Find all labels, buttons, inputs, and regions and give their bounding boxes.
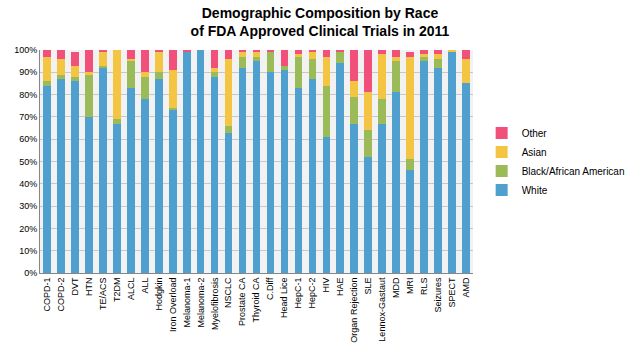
svg-text:Thyroid CA: Thyroid CA [251, 278, 261, 323]
svg-text:40%: 40% [19, 179, 37, 189]
svg-text:RLS: RLS [419, 278, 429, 296]
svg-text:White: White [522, 185, 548, 196]
svg-text:80%: 80% [19, 90, 37, 100]
svg-text:Asian: Asian [522, 147, 547, 158]
svg-text:AMD: AMD [461, 277, 471, 298]
svg-text:Other: Other [522, 128, 548, 139]
svg-text:Seizures: Seizures [433, 277, 443, 313]
svg-text:DVT: DVT [70, 277, 80, 296]
svg-text:HepC-1: HepC-1 [293, 278, 303, 309]
svg-text:0%: 0% [24, 268, 37, 278]
svg-text:Head Lice: Head Lice [279, 278, 289, 319]
svg-text:Prostate CA: Prostate CA [237, 278, 247, 327]
svg-text:MDD: MDD [391, 277, 401, 298]
svg-text:20%: 20% [19, 224, 37, 234]
svg-text:90%: 90% [19, 67, 37, 77]
svg-text:Organ Rejection: Organ Rejection [349, 278, 359, 343]
svg-text:Myelofibrosis: Myelofibrosis [210, 277, 220, 330]
svg-text:Melanoma-1: Melanoma-1 [182, 278, 192, 328]
svg-text:50%: 50% [19, 157, 37, 167]
svg-text:Lennox-Gastaut: Lennox-Gastaut [377, 277, 387, 342]
svg-text:Demographic Composition by Rac: Demographic Composition by Raceof FDA Ap… [191, 5, 450, 39]
svg-text:T2DM: T2DM [112, 278, 122, 303]
svg-text:C.Diff: C.Diff [265, 277, 275, 300]
svg-text:TE/ACS: TE/ACS [98, 278, 108, 311]
svg-text:HIV: HIV [321, 278, 331, 293]
svg-text:60%: 60% [19, 134, 37, 144]
svg-text:Iron Overload: Iron Overload [168, 278, 178, 333]
svg-text:100%: 100% [14, 45, 37, 55]
svg-text:30%: 30% [19, 201, 37, 211]
svg-text:SPECT: SPECT [447, 277, 457, 308]
svg-text:Black/African American: Black/African American [522, 166, 625, 177]
svg-text:HTN: HTN [84, 278, 94, 297]
svg-text:ALL: ALL [140, 278, 150, 294]
svg-text:Hodgkin: Hodgkin [154, 278, 164, 311]
svg-text:10%: 10% [19, 246, 37, 256]
svg-text:COPD-2: COPD-2 [56, 278, 66, 312]
svg-text:ALCL: ALCL [126, 278, 136, 301]
svg-text:70%: 70% [19, 112, 37, 122]
svg-text:Melanoma-2: Melanoma-2 [196, 278, 206, 328]
svg-text:SLE: SLE [363, 278, 373, 295]
svg-text:COPD-1: COPD-1 [42, 278, 52, 312]
svg-text:MRI: MRI [405, 278, 415, 295]
svg-text:NSCLC: NSCLC [223, 277, 233, 308]
svg-text:HepC-2: HepC-2 [307, 278, 317, 309]
svg-text:HAE: HAE [335, 278, 345, 297]
